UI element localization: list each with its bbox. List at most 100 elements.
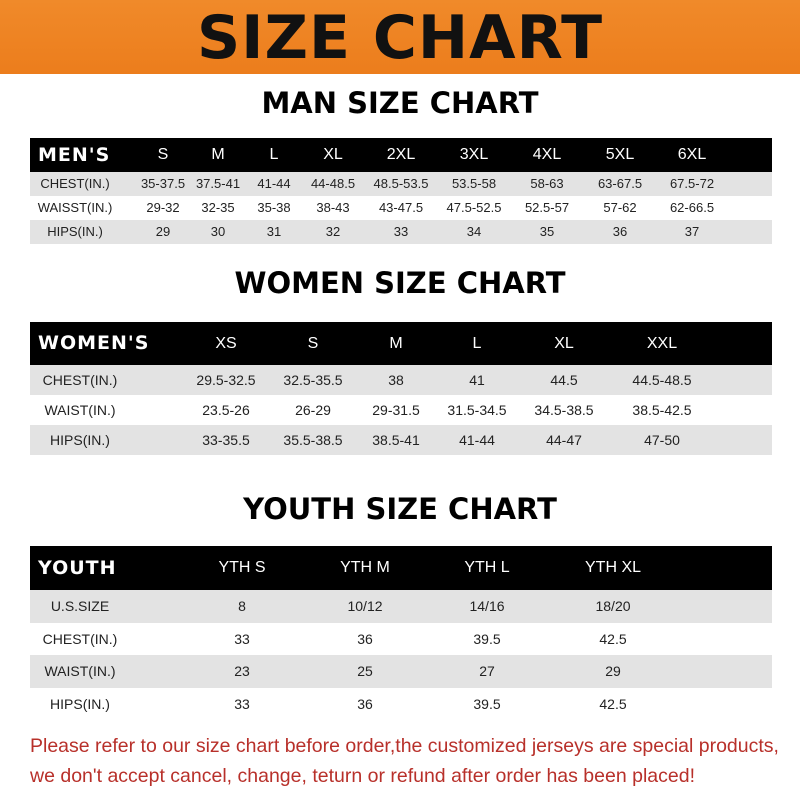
row-label: HIPS(IN.) xyxy=(47,224,103,239)
table-cell: 36 xyxy=(357,630,373,647)
row-label: HIPS(IN.) xyxy=(50,695,110,712)
table-cell: 44.5 xyxy=(550,372,578,388)
table-cell: 36 xyxy=(612,224,628,239)
size-header: YTH S xyxy=(218,559,266,576)
size-header: 2XL xyxy=(386,146,416,163)
table-cell: 29 xyxy=(155,224,171,239)
table-cell: 10/12 xyxy=(347,598,383,614)
table-cell: 8 xyxy=(238,598,246,614)
row-label: WAIST(IN.) xyxy=(44,663,116,679)
table-title: YOUTH xyxy=(38,557,117,579)
table-title: MEN'S xyxy=(38,144,111,166)
table-cell: 53.5-58 xyxy=(451,176,497,191)
table-title: WOMEN'S xyxy=(38,332,150,354)
table-cell: 41-44 xyxy=(257,176,291,191)
table-row: WAIST(IN.) 23 25 27 29 xyxy=(30,655,772,688)
table-cell: 31.5-34.5 xyxy=(447,402,507,418)
size-header: YTH M xyxy=(340,559,390,576)
table-cell: 35 xyxy=(539,224,555,239)
table-cell: 48.5-53.5 xyxy=(373,176,429,191)
women-heading: WOMEN SIZE CHART xyxy=(234,266,566,300)
size-header: M xyxy=(211,146,225,163)
table-cell: 14/16 xyxy=(469,598,505,614)
table-cell: 39.5 xyxy=(473,630,501,647)
size-header: YTH L xyxy=(464,559,510,576)
table-cell: 32.5-35.5 xyxy=(283,372,343,388)
table-cell: 38 xyxy=(388,372,404,388)
size-header: 5XL xyxy=(605,146,635,163)
row-label: HIPS(IN.) xyxy=(50,432,110,448)
table-cell: 58-63 xyxy=(530,176,564,191)
men-size-table: MEN'S S M L XL 2XL 3XL 4XL 5XL 6XL CHEST(IN.) 35-37… xyxy=(30,138,772,244)
table-cell: 29-32 xyxy=(146,200,180,215)
table-row: HIPS(IN.) 33 36 39.5 42.5 xyxy=(30,688,772,721)
size-header: L xyxy=(269,146,279,163)
table-cell: 36 xyxy=(357,695,373,712)
table-cell: 44.5-48.5 xyxy=(632,372,692,388)
size-header: M xyxy=(389,335,403,352)
table-cell: 44-47 xyxy=(546,432,582,448)
table-cell: 23.5-26 xyxy=(202,402,250,418)
table-row: HIPS(IN.) 29 30 31 32 33 34 35 36 37 xyxy=(30,220,772,244)
table-cell: 37.5-41 xyxy=(195,176,241,191)
table-row: CHEST(IN.) 35-37.5 37.5-41 41-44 44-48.5 48.5… xyxy=(30,172,772,196)
header-row: WOMEN'S XS S M L XL XXL xyxy=(30,322,772,365)
table-cell: 18/20 xyxy=(595,598,631,614)
page-title: SIZE CHART xyxy=(196,3,604,73)
table-cell: 43-47.5 xyxy=(378,200,424,215)
size-header: XXL xyxy=(646,335,678,352)
table-cell: 30 xyxy=(210,224,226,239)
table-cell: 34 xyxy=(466,224,482,239)
table-cell: 33 xyxy=(234,630,250,647)
table-cell: 27 xyxy=(479,663,495,679)
row-label: WAISST(IN.) xyxy=(37,200,113,215)
men-heading: MAN SIZE CHART xyxy=(261,86,539,120)
youth-heading: YOUTH SIZE CHART xyxy=(243,492,557,526)
table-row: CHEST(IN.) 33 36 39.5 42.5 xyxy=(30,623,772,656)
size-header: S xyxy=(157,146,169,163)
table-cell: 33-35.5 xyxy=(202,432,250,448)
table-cell: 67.5-72 xyxy=(669,176,715,191)
table-cell: 57-62 xyxy=(603,200,637,215)
table-cell: 42.5 xyxy=(599,695,627,712)
header-row: MEN'S S M L XL 2XL 3XL 4XL 5XL 6XL xyxy=(30,138,772,172)
table-row: CHEST(IN.) 29.5-32.5 32.5-35.5 38 41 44.5 44.5… xyxy=(30,365,772,395)
table-cell: 41-44 xyxy=(459,432,495,448)
table-cell: 29 xyxy=(605,663,621,679)
women-size-table: WOMEN'S XS S M L XL XXL CHEST(IN.) 29.5-32.5 32.5… xyxy=(30,322,772,455)
table-cell: 29.5-32.5 xyxy=(196,372,256,388)
table-cell: 42.5 xyxy=(599,630,627,647)
footer-line-1: Please refer to our size chart before or… xyxy=(30,735,779,757)
table-cell: 62-66.5 xyxy=(669,200,715,215)
table-cell: 34.5-38.5 xyxy=(534,402,594,418)
size-header: 4XL xyxy=(532,146,562,163)
size-header: YTH XL xyxy=(584,559,642,576)
row-label: CHEST(IN.) xyxy=(42,372,118,388)
table-cell: 39.5 xyxy=(473,695,501,712)
table-cell: 32-35 xyxy=(201,200,235,215)
row-label: CHEST(IN.) xyxy=(42,630,118,647)
row-label: U.S.SIZE xyxy=(50,598,110,614)
row-label: CHEST(IN.) xyxy=(40,176,110,191)
table-cell: 26-29 xyxy=(295,402,331,418)
table-cell: 38-43 xyxy=(316,200,350,215)
table-cell: 31 xyxy=(266,224,282,239)
table-cell: 29-31.5 xyxy=(372,402,420,418)
youth-size-table: YOUTH YTH S YTH M YTH L YTH XL U.S.SIZE 8 10/12… xyxy=(30,546,772,720)
table-cell: 23 xyxy=(234,663,250,679)
header-row: YOUTH YTH S YTH M YTH L YTH XL xyxy=(30,546,772,590)
table-cell: 38.5-42.5 xyxy=(632,402,692,418)
table-cell: 35-37.5 xyxy=(140,176,186,191)
title-banner: SIZE CHART xyxy=(0,0,800,74)
table-cell: 35-38 xyxy=(257,200,291,215)
size-header: XS xyxy=(215,335,237,352)
table-cell: 33 xyxy=(393,224,409,239)
table-row: U.S.SIZE 8 10/12 14/16 18/20 xyxy=(30,590,772,623)
table-cell: 33 xyxy=(234,695,250,712)
size-header: 6XL xyxy=(677,146,707,163)
row-label: WAIST(IN.) xyxy=(44,402,116,418)
table-cell: 25 xyxy=(357,663,373,679)
table-cell: 41 xyxy=(469,372,485,388)
footer-line-2: we don't accept cancel, change, teturn o… xyxy=(30,765,695,787)
table-cell: 47-50 xyxy=(644,432,680,448)
